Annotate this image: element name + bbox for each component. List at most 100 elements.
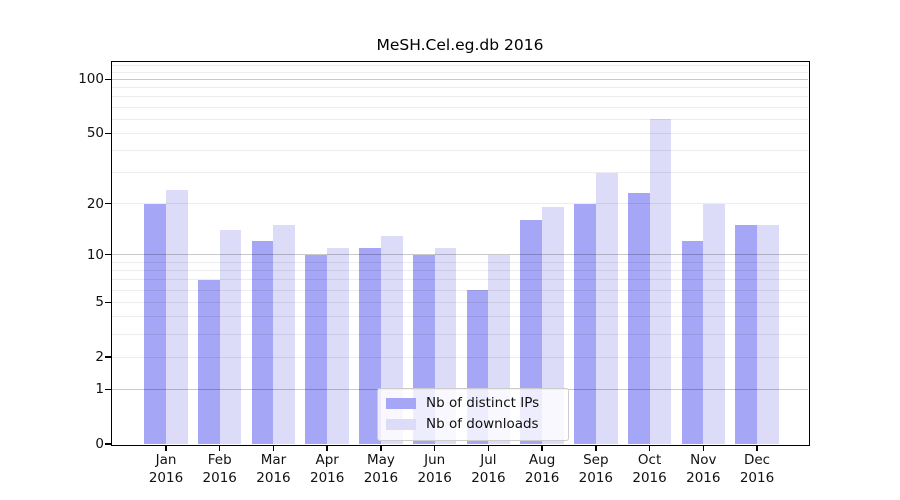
bar-nb-of-distinct-ips-dec <box>735 225 758 444</box>
x-tick-may <box>380 445 382 451</box>
legend-label-downloads: Nb of downloads <box>426 416 539 432</box>
gridline-minor-20 <box>112 203 808 205</box>
x-tick-month: Dec <box>743 452 771 468</box>
bar-nb-of-distinct-ips-jan <box>144 203 166 444</box>
bar-nb-of-downloads-mar <box>273 225 296 444</box>
gridline-minor-70 <box>112 106 808 108</box>
legend-swatch-downloads <box>386 419 416 430</box>
gridline-minor-40 <box>112 150 808 152</box>
y-tick-2 <box>105 356 112 358</box>
x-tick-label-dec: Dec 2016 <box>725 451 789 487</box>
gridline-minor-6 <box>112 289 808 291</box>
bar-nb-of-downloads-feb <box>219 230 242 444</box>
x-tick-label-may: May 2016 <box>349 451 413 487</box>
x-tick-aug <box>541 445 543 451</box>
x-tick-year: 2016 <box>202 470 237 486</box>
bar-nb-of-downloads-aug <box>542 207 564 444</box>
y-tick-label-5: 5 <box>95 294 104 311</box>
x-tick-label-nov: Nov 2016 <box>671 451 735 487</box>
gridline-major-10 <box>112 254 808 256</box>
x-tick-mar <box>272 445 275 451</box>
gridline-minor-30 <box>112 172 808 174</box>
x-tick-month: Sep <box>583 452 609 468</box>
y-tick-5 <box>105 301 112 304</box>
y-tick-label-1: 1 <box>95 381 104 398</box>
x-tick-month: Feb <box>207 452 232 468</box>
x-tick-year: 2016 <box>256 470 291 486</box>
y-tick-10 <box>105 253 112 256</box>
bar-nb-of-distinct-ips-apr <box>305 254 328 444</box>
x-tick-label-sep: Sep 2016 <box>564 451 628 487</box>
gridline-minor-5 <box>112 301 808 303</box>
legend-item-downloads: Nb of downloads <box>386 416 559 433</box>
y-tick-20 <box>105 202 112 205</box>
x-tick-oct <box>648 445 651 451</box>
x-tick-month: Jun <box>424 452 446 468</box>
x-tick-year: 2016 <box>739 470 775 486</box>
gridline-minor-4 <box>112 316 808 318</box>
gridline-minor-9 <box>112 261 808 263</box>
x-tick-month: Apr <box>315 452 339 468</box>
x-tick-label-oct: Oct 2016 <box>618 451 682 487</box>
gridline-major-100 <box>112 78 808 80</box>
x-tick-month: Nov <box>690 452 717 468</box>
x-tick-year: 2016 <box>417 470 452 486</box>
x-tick-label-jan: Jan 2016 <box>134 451 198 487</box>
y-tick-1 <box>105 388 112 390</box>
x-tick-jun <box>433 445 436 451</box>
y-tick-label-20: 20 <box>86 195 104 212</box>
bar-nb-of-distinct-ips-oct <box>627 192 650 444</box>
bar-nb-of-distinct-ips-may <box>359 247 381 444</box>
x-tick-year: 2016 <box>578 470 613 486</box>
y-tick-label-10: 10 <box>86 246 104 263</box>
x-tick-year: 2016 <box>148 470 184 486</box>
legend-swatch-distinct-ips <box>386 398 416 409</box>
bar-nb-of-downloads-dec <box>757 225 779 444</box>
bar-nb-of-downloads-oct <box>649 119 672 444</box>
y-tick-label-100: 100 <box>78 71 104 88</box>
x-tick-jan <box>165 445 167 451</box>
x-tick-label-jun: Jun 2016 <box>403 451 467 487</box>
x-tick-label-mar: Mar 2016 <box>241 451 305 487</box>
x-tick-label-apr: Apr 2016 <box>295 451 359 487</box>
x-tick-sep <box>595 445 597 451</box>
x-tick-month: May <box>366 452 395 468</box>
x-tick-month: Jul <box>480 452 497 468</box>
y-tick-label-50: 50 <box>86 125 104 142</box>
legend-label-distinct-ips: Nb of distinct IPs <box>426 395 540 411</box>
gridline-minor-60 <box>112 118 808 120</box>
x-tick-label-feb: Feb 2016 <box>188 451 252 487</box>
chart-title: MeSH.Cel.eg.db 2016 <box>376 36 544 54</box>
bar-nb-of-downloads-nov <box>703 203 725 444</box>
plot-area: Nb of distinct IPs Nb of downloads <box>112 62 808 444</box>
legend: Nb of distinct IPs Nb of downloads <box>377 388 569 441</box>
x-tick-month: Jan <box>155 452 177 468</box>
bar-nb-of-distinct-ips-mar <box>251 241 274 444</box>
gridline-minor-50 <box>112 132 808 134</box>
gridline-minor-110 <box>112 71 808 73</box>
x-tick-month: Oct <box>637 452 662 468</box>
gridline-minor-7 <box>112 279 808 281</box>
bar-nb-of-distinct-ips-sep <box>574 203 596 444</box>
x-tick-year: 2016 <box>310 470 345 486</box>
x-tick-month: Aug <box>528 452 556 468</box>
bar-nb-of-distinct-ips-feb <box>198 279 220 444</box>
y-tick-0 <box>105 443 112 445</box>
x-tick-year: 2016 <box>686 470 721 486</box>
gridline-minor-120 <box>112 64 808 66</box>
gridline-minor-80 <box>112 96 808 98</box>
x-tick-year: 2016 <box>524 470 560 486</box>
gridline-minor-3 <box>112 334 808 335</box>
x-tick-month: Mar <box>260 452 287 468</box>
x-tick-apr <box>326 445 328 451</box>
x-tick-label-jul: Jul 2016 <box>456 451 520 487</box>
x-tick-year: 2016 <box>632 470 667 486</box>
x-tick-dec <box>756 445 758 451</box>
x-tick-label-aug: Aug 2016 <box>510 451 574 487</box>
bar-nb-of-downloads-apr <box>327 247 349 444</box>
y-tick-50 <box>105 132 112 135</box>
gridline-minor-2 <box>112 356 808 358</box>
bar-nb-of-distinct-ips-nov <box>681 241 704 444</box>
x-tick-year: 2016 <box>363 470 399 486</box>
